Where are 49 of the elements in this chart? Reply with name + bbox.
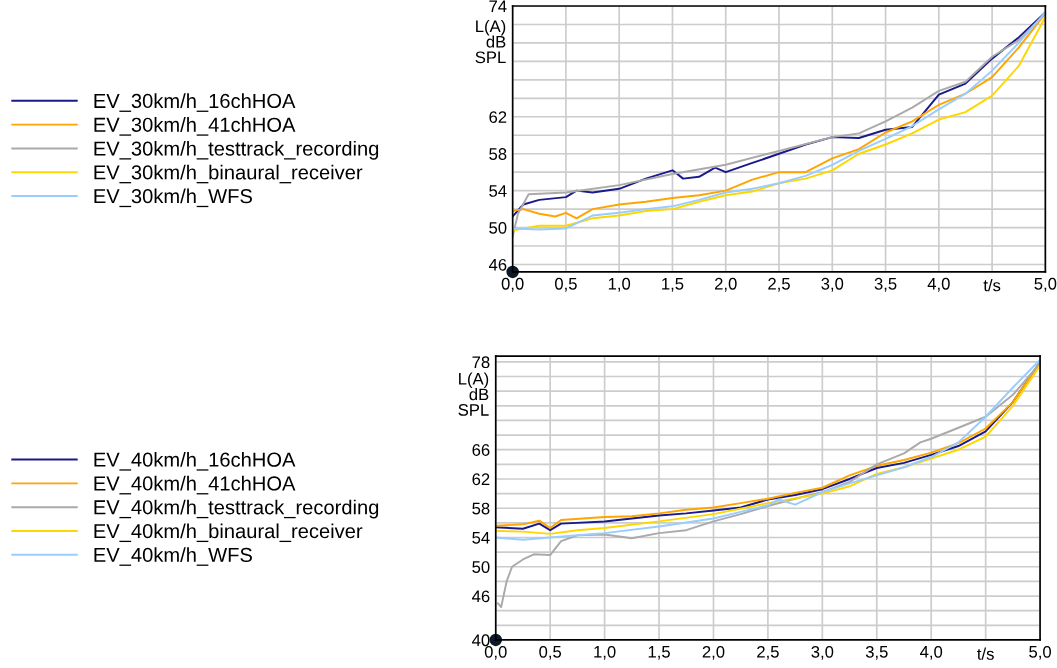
- legend-label: EV_30km/h_41chHOA: [94, 117, 296, 136]
- x-tick-label: 3,0: [821, 277, 844, 292]
- y-tick-label: 50: [489, 221, 507, 234]
- x-tick-label: 4,0: [920, 645, 943, 660]
- legend-label: EV_30km/h_16chHOA: [94, 93, 296, 112]
- x-tick-label: 5,0: [1029, 645, 1052, 660]
- x-tick-label: 0,5: [539, 645, 562, 660]
- y-tick-label: 54: [472, 532, 490, 544]
- y-axis-title: L(A) dB SPL: [458, 372, 489, 416]
- x-tick-label: 3,5: [874, 277, 897, 292]
- x-tick-label: 0,0: [501, 277, 524, 292]
- x-tick-label: 1,5: [648, 646, 670, 660]
- y-tick-label: 66: [472, 444, 490, 456]
- x-tick-label: 2,0: [702, 645, 725, 660]
- x-tick-label: 1,0: [608, 277, 631, 292]
- line-series: [496, 362, 1041, 608]
- x-tick-label: 4,0: [927, 277, 950, 292]
- legend-label: EV_40km/h_testtrack_recording: [94, 499, 379, 519]
- legend-label: EV_40km/h_binaural_receiver: [94, 523, 363, 543]
- x-axis-title: t/s: [983, 279, 1001, 292]
- y-tick-label: 62: [489, 111, 507, 123]
- y-tick-label: 46: [488, 258, 507, 271]
- legend-label: EV_30km/h_WFS: [94, 188, 252, 208]
- y-tick-label: 74: [489, 0, 507, 13]
- y-tick-label: 40: [472, 634, 490, 647]
- legend-label: EV_30km/h_testtrack_recording: [94, 140, 379, 160]
- x-tick-label: 1,0: [594, 645, 616, 660]
- x-tick-label: 2,0: [714, 277, 737, 292]
- x-tick-label: 2,5: [757, 645, 779, 660]
- legend-label: EV_40km/h_16chHOA: [94, 452, 296, 471]
- x-tick-label: 0,5: [554, 277, 577, 292]
- y-tick-label: 78: [472, 356, 490, 369]
- y-axis-title: L(A) dB SPL: [475, 19, 506, 64]
- x-tick-label: 3,5: [865, 645, 888, 660]
- y-tick-label: 58: [472, 502, 490, 515]
- x-tick-label: 3,0: [811, 645, 834, 660]
- x-tick-label: 5,0: [1034, 277, 1057, 292]
- legend-label: EV_40km/h_41chHOA: [94, 475, 296, 495]
- y-tick-label: 58: [489, 148, 507, 160]
- y-tick-label: 62: [472, 473, 490, 486]
- y-tick-label: 50: [472, 561, 490, 573]
- x-axis-title: t/s: [977, 647, 994, 660]
- legend-label: EV_30km/h_binaural_receiver: [94, 164, 363, 184]
- x-tick-label: 2,5: [768, 277, 790, 292]
- y-tick-label: 54: [489, 185, 507, 197]
- x-tick-label: 0,0: [484, 645, 507, 660]
- y-tick-label: 46: [472, 590, 490, 603]
- x-tick-label: 1,5: [662, 278, 684, 292]
- legend-label: EV_40km/h_WFS: [94, 547, 252, 566]
